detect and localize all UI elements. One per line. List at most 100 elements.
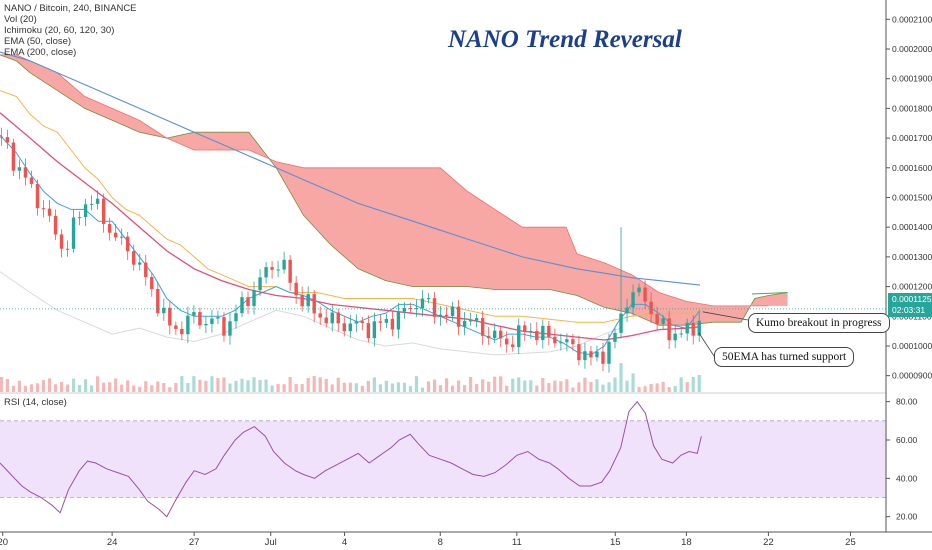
volume-bar <box>264 379 268 392</box>
volume-bar <box>234 380 238 392</box>
candle-body <box>571 339 575 345</box>
candle-body <box>282 259 286 270</box>
candle-body <box>192 312 196 316</box>
volume-bar <box>342 382 346 392</box>
volume-bar <box>475 383 479 392</box>
volume-bar <box>505 385 509 392</box>
candle-body <box>649 301 653 315</box>
candle-body <box>11 142 16 171</box>
volume-bar <box>583 377 587 392</box>
volume-bar <box>372 377 376 392</box>
candle-body <box>23 167 28 178</box>
candle-body <box>89 203 94 205</box>
candle-body <box>300 295 304 307</box>
volume-bar <box>637 386 641 392</box>
volume-bar <box>90 385 94 392</box>
candle-body <box>511 344 515 348</box>
candle-body <box>336 312 340 324</box>
time-tick-label: 20 <box>0 537 8 548</box>
candle-body <box>77 217 82 219</box>
volume-bar <box>402 382 407 392</box>
time-tick-label: Jul <box>265 537 277 548</box>
candle-body <box>330 312 334 324</box>
volume-bar <box>589 381 593 392</box>
volume-bar <box>613 377 617 392</box>
candle-body <box>113 232 118 238</box>
price-pane <box>0 51 886 392</box>
kumo-cloud-bearish <box>752 292 788 306</box>
candle-body <box>492 330 497 339</box>
candle-body <box>402 308 407 312</box>
candle-body <box>613 332 617 342</box>
candle-body <box>270 267 274 270</box>
price-tick-label: 0.0001400 <box>892 222 932 232</box>
candle-body <box>384 318 389 323</box>
volume-bar <box>210 376 214 392</box>
price-tick-label: 0.0001600 <box>892 163 932 173</box>
candle-body <box>318 313 322 318</box>
volume-bar <box>553 380 557 392</box>
rsi-pane <box>0 400 886 518</box>
candle-body <box>607 341 611 364</box>
candle-body <box>312 294 316 314</box>
volume-bar <box>0 376 3 392</box>
candle-body <box>619 313 623 333</box>
annotation-ema-pointer <box>698 332 715 357</box>
candle-body <box>541 325 545 341</box>
volume-bar <box>420 387 425 392</box>
candle-body <box>41 208 46 210</box>
volume-bar <box>114 378 118 392</box>
candle-body <box>697 320 701 336</box>
rsi-legend: RSI (14, close) <box>4 397 67 408</box>
candle-body <box>631 292 635 308</box>
rsi-tick-label: 20.00 <box>896 512 918 522</box>
time-tick-label: 27 <box>189 537 200 548</box>
volume-bar <box>102 382 106 392</box>
volume-bar <box>408 386 413 392</box>
annotation-ema-support: 50EMA has turned support <box>714 347 855 367</box>
volume-bar <box>288 376 292 392</box>
legend-ichimoku: Ichimoku (20, 60, 120, 30) <box>4 25 115 36</box>
price-tick-label: 0.0002000 <box>892 44 932 54</box>
volume-bar <box>378 384 382 392</box>
time-tick-label: 24 <box>107 537 118 548</box>
candle-body <box>426 298 431 300</box>
volume-bar <box>108 382 112 392</box>
volume-bar <box>444 378 449 392</box>
time-tick-label: 15 <box>610 537 621 548</box>
candle-body <box>71 217 76 249</box>
candle-body <box>685 322 689 334</box>
candle-body <box>625 307 629 314</box>
volume-bar <box>276 384 280 392</box>
volume-bar <box>679 377 683 392</box>
candle-body <box>378 321 383 323</box>
volume-bar <box>132 385 136 392</box>
volume-bar <box>481 379 485 392</box>
kumo-cloud-bearish <box>270 159 750 326</box>
bar-countdown: 02:03:31 <box>892 305 926 315</box>
candle-body <box>240 297 244 314</box>
candle-body <box>372 321 377 339</box>
candle-body <box>462 320 467 327</box>
legend-ema200: EMA (200, close) <box>4 47 77 58</box>
candle-body <box>505 338 509 345</box>
volume-bar <box>59 381 64 392</box>
candle-body <box>35 183 40 209</box>
volume-bar <box>607 382 611 392</box>
volume-bar <box>384 380 388 392</box>
volume-bar <box>601 384 605 392</box>
chart-legend: NANO / Bitcoin, 240, BINANCE Vol (20) Ic… <box>4 3 137 58</box>
candle-body <box>138 262 142 265</box>
volume-bar <box>204 380 208 392</box>
price-tick-label: 0.0001700 <box>892 133 932 143</box>
candle-body <box>252 290 256 307</box>
volume-bar <box>240 378 244 392</box>
volume-bar <box>282 384 286 392</box>
candle-body <box>324 317 328 324</box>
volume-bar <box>565 379 569 392</box>
volume-bar <box>432 379 437 392</box>
senkou-span-b <box>0 54 788 326</box>
volume-bar <box>318 377 322 392</box>
volume-bar <box>655 383 659 392</box>
